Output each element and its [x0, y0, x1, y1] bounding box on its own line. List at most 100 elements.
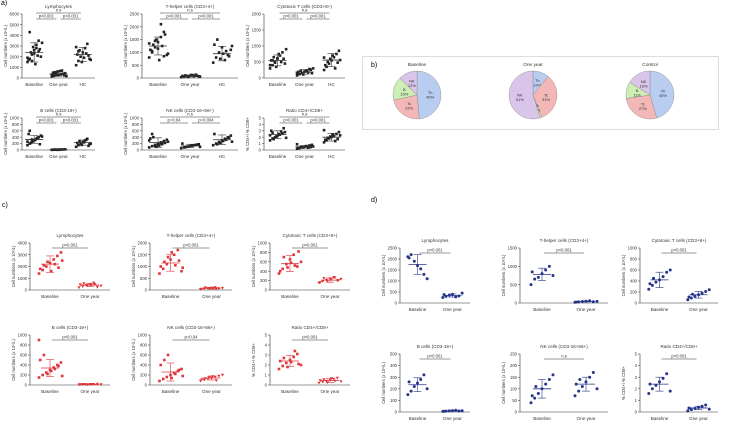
- c5-point: [159, 363, 162, 367]
- d3-x-tick-label: One year: [689, 307, 708, 312]
- a6-point: [284, 136, 288, 140]
- d4-x-tick-label: Baseline: [409, 416, 427, 421]
- b2-title: One year: [523, 62, 543, 68]
- d1-point: [460, 291, 464, 295]
- c6-y-tick-label: 3: [265, 353, 268, 358]
- d1-title: Lymphocytes: [422, 238, 450, 243]
- d4-point: [422, 373, 426, 377]
- c4-y-tick-label: 1000: [18, 333, 28, 338]
- b1-slice-label: Tc: [407, 101, 411, 106]
- d2-point: [574, 300, 578, 304]
- a5-point: [198, 145, 202, 149]
- a4-bracket-label: p<0.001: [39, 118, 55, 123]
- d2-x-tick-label: One year: [577, 307, 596, 312]
- d3-y-tick-label: 400: [630, 279, 638, 284]
- c3-point: [322, 276, 326, 280]
- a3-point: [325, 65, 328, 69]
- d3-point: [693, 294, 697, 298]
- a3-point: [279, 60, 283, 64]
- a2-bracket-label: p<0.001: [166, 14, 182, 19]
- d1-y-tick-label: 1000: [388, 279, 398, 284]
- c1-point: [81, 285, 85, 288]
- a5-point: [150, 132, 154, 136]
- c5-point: [217, 374, 221, 378]
- c5-point: [213, 375, 217, 379]
- a3-y-tick-label: 0: [259, 76, 262, 81]
- a2-bracket-label: p<0.001: [198, 14, 214, 19]
- d5-point: [547, 378, 551, 382]
- d4-point: [407, 380, 411, 384]
- b1-slice-label: B: [403, 87, 406, 92]
- c2-y-tick-label: 1500: [138, 252, 148, 257]
- d1-point: [422, 272, 426, 276]
- a3-point: [282, 57, 285, 61]
- b2-slice-label: Th: [535, 78, 540, 83]
- d6-point: [654, 383, 658, 387]
- a6-bracket-label: p<0.001: [283, 118, 299, 123]
- a2-point: [153, 45, 157, 49]
- c4-point: [46, 372, 49, 376]
- a3-point: [304, 69, 307, 73]
- b2-slice-pct: 31%: [542, 97, 550, 102]
- c2-point: [181, 266, 184, 269]
- c3-x-tick-label: Baseline: [281, 294, 299, 299]
- c6-point: [292, 355, 295, 359]
- c4-y-tick-label: 0: [25, 383, 28, 388]
- c4-point: [59, 361, 63, 364]
- a6-y-tick-label: 3: [259, 128, 262, 133]
- a1-point: [36, 54, 39, 57]
- a6-point: [335, 132, 338, 136]
- a1-y-tick-label: 3000: [10, 44, 20, 49]
- a6-point: [328, 135, 332, 138]
- a2-y-tick-label: 2500: [130, 12, 140, 17]
- c1-point: [99, 284, 103, 288]
- d4-y-axis-label: Cell numbers (x 10⁶/L): [381, 362, 386, 404]
- a5-point: [181, 142, 184, 145]
- a5-bracket-label: p=0.04: [168, 118, 182, 123]
- d6-y-tick-label: 0: [635, 410, 638, 415]
- d5-y-axis-label: Cell numbers (x 10⁶/L): [501, 362, 506, 404]
- a1-point: [85, 42, 89, 46]
- b1-slice-pct: 46%: [426, 94, 434, 99]
- a3-y-tick-label: 1500: [252, 28, 262, 33]
- a3-title: Cytotoxic T cells (CD3+8+): [277, 4, 332, 9]
- a3-point: [326, 60, 330, 64]
- a3-point: [283, 62, 287, 65]
- a1-point: [52, 72, 56, 75]
- d1-x-tick-label: One year: [443, 307, 462, 312]
- a1-point: [38, 47, 42, 51]
- d2-point: [529, 283, 533, 287]
- c1-y-axis-label: Cell numbers (x 10⁶/L): [11, 245, 16, 287]
- c2-point: [158, 272, 161, 275]
- c4-y-axis-label: Cell numbers (x 10⁶/L): [11, 339, 16, 381]
- a1-point: [83, 46, 87, 50]
- a1-point: [26, 60, 29, 64]
- a3-point: [268, 63, 272, 67]
- a6-point: [306, 146, 310, 150]
- d3-point: [691, 292, 695, 296]
- d5-point: [530, 394, 534, 398]
- a2-point: [163, 33, 167, 36]
- a3-point: [335, 52, 338, 56]
- d1-point: [407, 256, 411, 260]
- a1-y-tick-label: 2000: [10, 54, 20, 59]
- a6-point: [308, 144, 311, 147]
- a6-point: [338, 133, 342, 137]
- a3-bracket-label: n.s: [302, 8, 308, 13]
- c3-y-axis-label: Cell numbers (x 10⁶/L): [251, 245, 256, 287]
- d1-y-tick-label: 0: [395, 301, 398, 306]
- c2-y-tick-label: 2000: [138, 241, 148, 246]
- a6-point: [274, 135, 278, 138]
- d5-bracket-label: n.s: [561, 354, 567, 359]
- c4-point: [37, 376, 41, 379]
- d3-point: [647, 287, 651, 291]
- a3-point: [273, 61, 277, 64]
- c1-y-tick-label: 2000: [18, 264, 28, 269]
- d3-y-tick-label: 1000: [628, 246, 638, 251]
- d3-point: [648, 282, 652, 286]
- a3-point: [268, 67, 272, 70]
- c5-point: [174, 372, 177, 376]
- a1-point: [74, 63, 78, 67]
- b3-slice-pct: 11%: [633, 92, 641, 97]
